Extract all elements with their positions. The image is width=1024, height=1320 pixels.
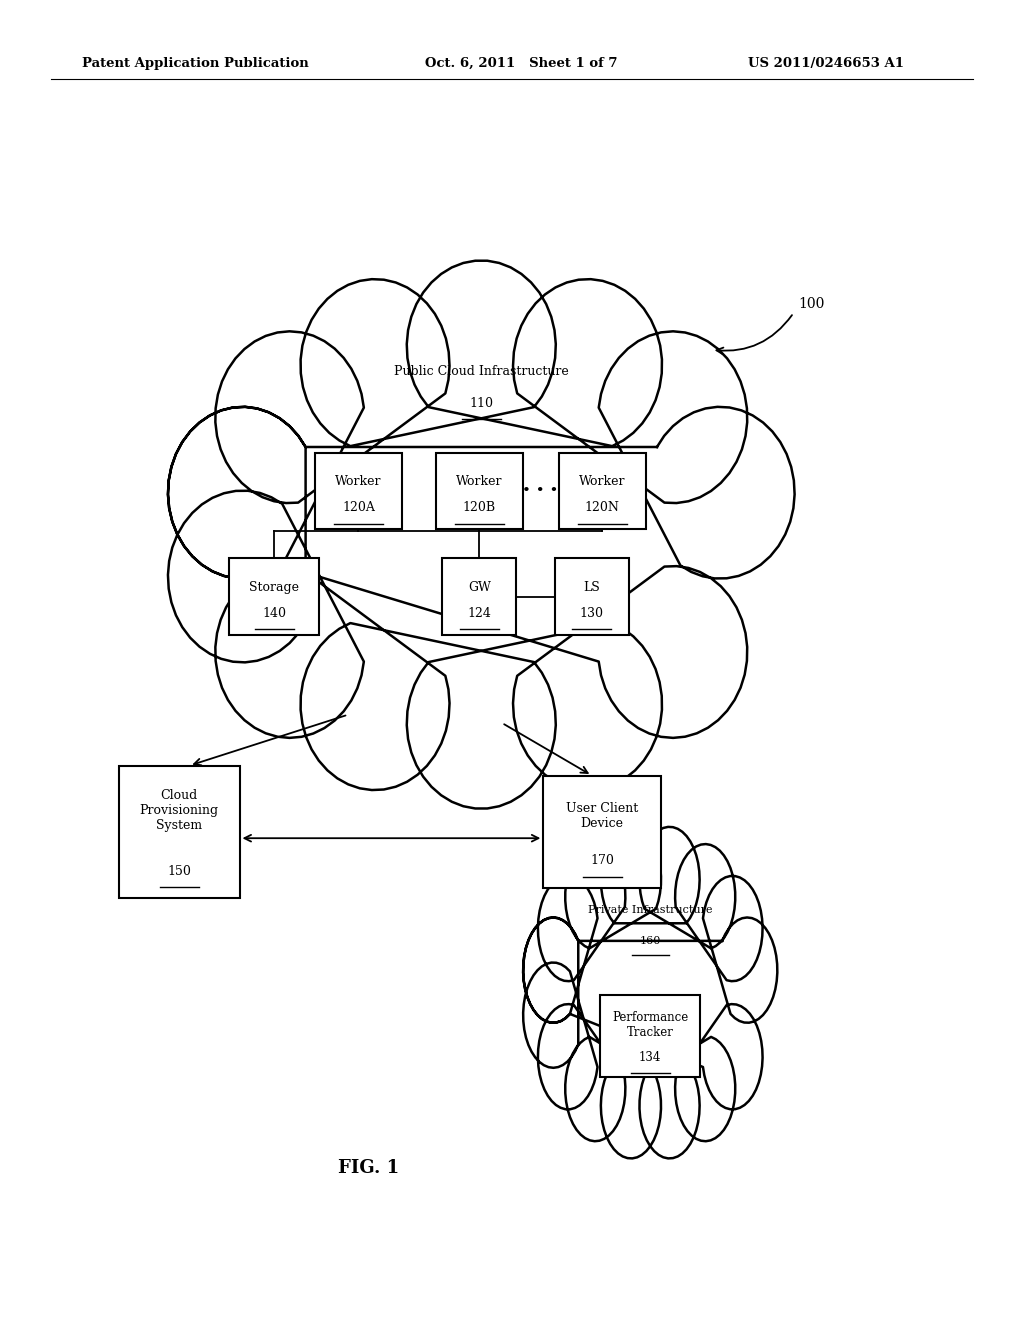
Text: 150: 150 — [167, 865, 191, 878]
Bar — [315, 453, 401, 529]
Text: US 2011/0246653 A1: US 2011/0246653 A1 — [748, 57, 903, 70]
Text: Patent Application Publication: Patent Application Publication — [82, 57, 308, 70]
Bar — [559, 453, 645, 529]
Bar — [229, 558, 319, 635]
Text: User Client
Device: User Client Device — [566, 801, 638, 830]
Text: GW: GW — [468, 581, 490, 594]
Polygon shape — [523, 826, 777, 1159]
Text: • • •: • • • — [522, 484, 559, 498]
Text: FIG. 1: FIG. 1 — [338, 1159, 399, 1177]
Text: 134: 134 — [639, 1051, 662, 1064]
Text: Performance
Tracker: Performance Tracker — [612, 1011, 688, 1039]
Bar — [555, 558, 629, 635]
Text: 140: 140 — [262, 607, 287, 620]
Text: 124: 124 — [467, 607, 492, 620]
Text: 100: 100 — [799, 297, 825, 310]
Text: Private Infrastructure: Private Infrastructure — [588, 906, 713, 916]
Text: LS: LS — [584, 581, 600, 594]
Text: Public Cloud Infrastructure: Public Cloud Infrastructure — [394, 364, 568, 378]
Text: 170: 170 — [590, 854, 614, 867]
Bar — [436, 453, 523, 529]
Text: Worker: Worker — [335, 475, 382, 488]
Text: Oct. 6, 2011   Sheet 1 of 7: Oct. 6, 2011 Sheet 1 of 7 — [425, 57, 617, 70]
Text: Worker: Worker — [579, 475, 626, 488]
Text: 120N: 120N — [585, 502, 620, 515]
Bar — [119, 766, 240, 898]
Polygon shape — [168, 261, 795, 808]
Bar — [442, 558, 516, 635]
Bar — [600, 995, 700, 1077]
Text: 120B: 120B — [463, 502, 496, 515]
Bar — [543, 776, 662, 887]
Text: 110: 110 — [469, 396, 494, 409]
Text: Storage: Storage — [250, 581, 299, 594]
Text: Cloud
Provisioning
System: Cloud Provisioning System — [139, 789, 219, 832]
Text: 120A: 120A — [342, 502, 375, 515]
Text: Worker: Worker — [456, 475, 503, 488]
Text: 130: 130 — [580, 607, 604, 620]
Text: 160: 160 — [640, 936, 660, 946]
